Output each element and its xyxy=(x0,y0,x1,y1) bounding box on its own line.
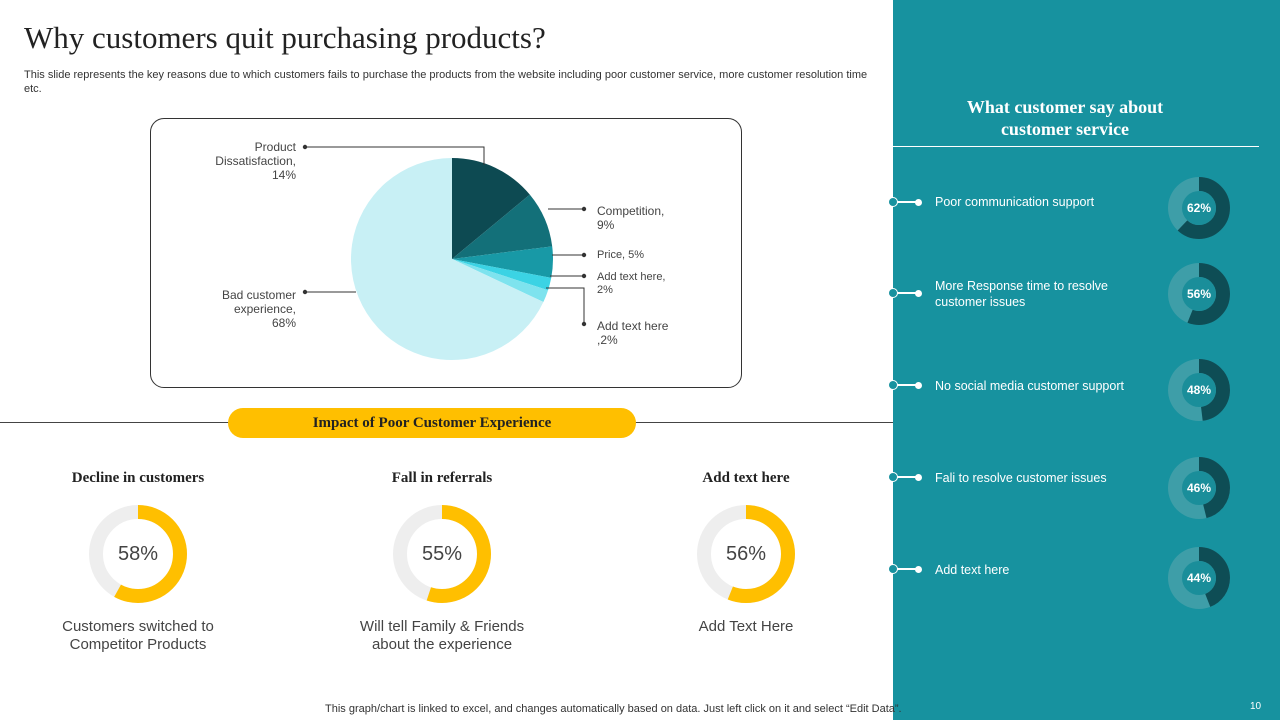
pie-slice[interactable] xyxy=(452,246,553,278)
donut-ring xyxy=(697,505,795,603)
pie-slice[interactable] xyxy=(452,259,552,291)
mini-donut-hole xyxy=(1182,191,1216,225)
stat-title: Decline in customers xyxy=(71,470,205,486)
mini-donut: 48% xyxy=(1167,358,1231,422)
panel-divider xyxy=(893,146,1259,147)
page-number: 10 xyxy=(1250,701,1262,712)
donut-value: 58% xyxy=(117,543,159,565)
mini-donut-hole xyxy=(1182,277,1216,311)
stat-title: Fall in referrals xyxy=(391,470,493,486)
mini-donut-hole xyxy=(1182,373,1216,407)
donut-arc xyxy=(89,505,187,603)
panel-item-text: Add text here xyxy=(935,563,1010,577)
pie-leader-dot xyxy=(581,206,587,212)
dot-marker-icon xyxy=(915,289,922,297)
pie-slice[interactable] xyxy=(351,158,544,360)
mini-donut-value: 62% xyxy=(1186,201,1212,215)
panel-item-text: No social media customer support xyxy=(935,379,1124,393)
stat-decline-customers: Decline in customers 58% Customers switc… xyxy=(8,470,268,654)
ring-marker-icon xyxy=(888,288,898,298)
donut-chart: 55% xyxy=(392,504,492,604)
pie-leader-line xyxy=(305,146,485,165)
stat-title: Add text here xyxy=(702,470,790,486)
pie-label-product-dissatisfaction: Product Dissatisfaction, 14% xyxy=(215,140,296,182)
mini-donut-value: 44% xyxy=(1186,571,1212,585)
pie-label-price: Price, 5% xyxy=(597,249,645,261)
mini-donut: 62% xyxy=(1167,176,1231,240)
donut-arc xyxy=(393,505,491,603)
pie-label-add-text-2: Add text here ,2% xyxy=(597,319,669,347)
pie-label-competition: Competition, 9% xyxy=(597,204,665,232)
mini-donut-hole xyxy=(1182,561,1216,595)
pie-slice[interactable] xyxy=(452,158,530,259)
mini-donut: 44% xyxy=(1167,546,1231,610)
pie-label-bad-experience: Bad customer experience, 68% xyxy=(221,288,296,330)
customer-service-panel: What customer say about customer service… xyxy=(888,0,1280,720)
dot-marker-icon xyxy=(915,473,922,481)
stat-add-text: Add text here 56% Add Text Here xyxy=(616,470,876,636)
pie-slice[interactable] xyxy=(452,259,549,303)
mini-donut-arc xyxy=(1168,177,1230,239)
connector-line xyxy=(893,384,917,386)
stat-fall-referrals: Fall in referrals 55% Will tell Family &… xyxy=(312,470,572,654)
donut-ring xyxy=(393,505,491,603)
stat-description: Add Text Here xyxy=(698,618,794,635)
mini-donut-value: 48% xyxy=(1186,383,1212,397)
donut-arc xyxy=(697,505,795,603)
pie-leader-dot xyxy=(581,321,587,327)
pie-leader-dot xyxy=(581,252,587,258)
connector-line xyxy=(893,476,917,478)
donut-ring xyxy=(89,505,187,603)
dot-marker-icon xyxy=(915,381,922,389)
donut-chart: 56% xyxy=(696,504,796,604)
slide-subtitle: This slide represents the key reasons du… xyxy=(24,69,868,95)
mini-donut-arc xyxy=(1168,547,1230,609)
panel-item-text: Poor communication support xyxy=(935,195,1095,209)
dot-marker-icon xyxy=(915,198,922,206)
mini-donut-ring xyxy=(1168,177,1230,239)
connector-line xyxy=(893,292,917,294)
panel-item-text: Fali to resolve customer issues xyxy=(935,471,1107,485)
pie-leader-dot xyxy=(302,289,308,295)
mini-donut-arc xyxy=(1168,359,1230,421)
stat-description: Customers switched to Competitor Product… xyxy=(62,618,214,653)
mini-donut-ring xyxy=(1168,457,1230,519)
footer-note: This graph/chart is linked to excel, and… xyxy=(325,703,902,715)
donut-value: 55% xyxy=(421,543,463,565)
donut-value: 56% xyxy=(725,543,767,565)
pie-chart[interactable] xyxy=(150,118,742,388)
ring-marker-icon xyxy=(888,564,898,574)
slide-title: Why customers quit purchasing products? xyxy=(24,20,546,55)
mini-donut: 46% xyxy=(1167,456,1231,520)
mini-donut: 56% xyxy=(1167,262,1231,326)
pie-leader-line xyxy=(546,287,585,324)
dot-marker-icon xyxy=(915,565,922,573)
pie-leader-dot xyxy=(581,273,587,279)
impact-heading: Impact of Poor Customer Experience xyxy=(228,408,636,438)
pie-label-add-text-1: Add text here, 2% xyxy=(597,271,666,296)
mini-donut-ring xyxy=(1168,359,1230,421)
ring-marker-icon xyxy=(888,472,898,482)
ring-marker-icon xyxy=(888,380,898,390)
panel-heading: What customer say about customer service xyxy=(966,97,1164,139)
panel-item-text: More Response time to resolve customer i… xyxy=(935,279,1108,309)
pie-slice[interactable] xyxy=(452,194,553,259)
mini-donut-value: 56% xyxy=(1186,287,1212,301)
donut-chart: 58% xyxy=(88,504,188,604)
connector-line xyxy=(893,201,917,203)
stat-description: Will tell Family & Friends about the exp… xyxy=(359,618,525,653)
mini-donut-value: 46% xyxy=(1186,481,1212,495)
connector-line xyxy=(893,568,917,570)
mini-donut-hole xyxy=(1182,471,1216,505)
mini-donut-arc xyxy=(1168,457,1230,519)
ring-marker-icon xyxy=(888,197,898,207)
pie-leader-dot xyxy=(302,144,308,150)
pie-chart-frame xyxy=(150,118,742,388)
mini-donut-ring xyxy=(1168,547,1230,609)
mini-donut-ring xyxy=(1168,263,1230,325)
mini-donut-arc xyxy=(1168,263,1230,325)
